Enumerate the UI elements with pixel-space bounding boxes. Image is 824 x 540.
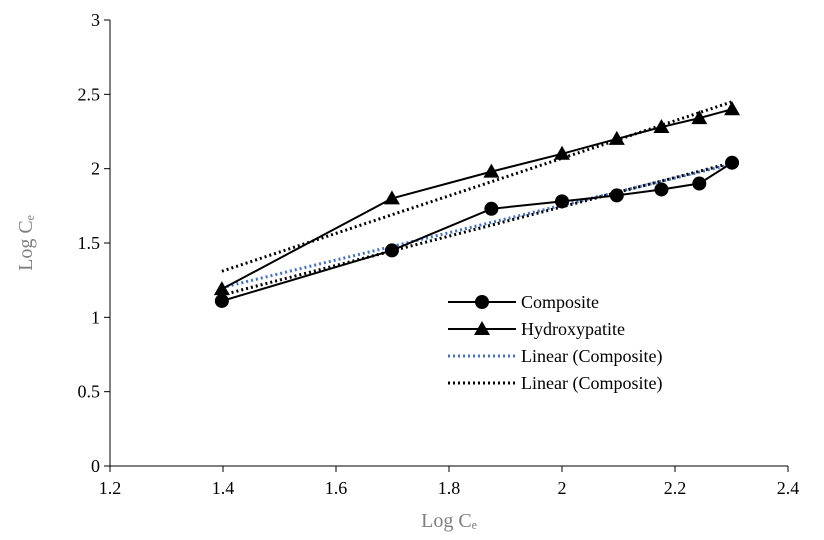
y-axis-title: Log Cₑ — [15, 215, 37, 271]
y-tick-label: 1.5 — [78, 233, 101, 253]
legend: Composite Hydroxypatite Linear (Composit… — [448, 292, 662, 394]
plot-area — [109, 20, 788, 467]
x-tick-label: 2 — [558, 478, 567, 498]
x-axis-title: Log Cₑ — [421, 510, 477, 532]
legend-hydroxypatite-marker — [474, 321, 490, 335]
legend-composite-marker — [475, 295, 489, 309]
legend-linear-composite-blue-label: Linear (Composite) — [521, 346, 662, 367]
composite-point — [214, 293, 229, 308]
hydroxypatite-point — [383, 190, 400, 205]
trendline — [221, 162, 733, 290]
x-tick-label: 1.6 — [325, 478, 348, 498]
legend-linear-composite-black-label: Linear (Composite) — [521, 373, 662, 394]
hydroxypatite-point — [653, 119, 670, 134]
y-tick-label: 0 — [91, 456, 100, 476]
hydroxypatite-point — [608, 130, 625, 145]
hydroxypatite-point — [554, 145, 570, 160]
x-tick-label: 1.2 — [99, 478, 122, 498]
hydroxypatite-point — [483, 163, 500, 178]
x-tick-label: 1.8 — [438, 478, 461, 498]
composite-point — [484, 201, 499, 216]
hydroxypatite-point — [213, 281, 230, 296]
composite-point — [654, 182, 669, 197]
legend-composite-label: Composite — [521, 292, 599, 312]
composite-point — [555, 194, 569, 209]
hydroxypatite-point — [691, 110, 708, 125]
trendline — [221, 161, 733, 297]
y-tick-label: 2.5 — [78, 84, 101, 104]
legend-hydroxypatite-label: Hydroxypatite — [521, 319, 625, 339]
hydroxypatite-point — [724, 101, 741, 116]
x-tick-label: 1.4 — [212, 478, 235, 498]
x-tick-label: 2.4 — [777, 478, 800, 498]
x-tick-label: 2.2 — [664, 478, 687, 498]
y-tick-labels: 0 0.5 1 1.5 2 2.5 3 — [78, 10, 110, 476]
data-series — [213, 101, 741, 308]
y-tick-label: 0.5 — [78, 382, 101, 402]
y-tick-label: 1 — [91, 307, 100, 327]
composite-point — [725, 155, 740, 170]
y-tick-label: 2 — [91, 159, 100, 179]
composite-point — [384, 243, 399, 258]
composite-point — [609, 188, 624, 203]
x-tick-labels: 1.2 1.4 1.6 1.8 2 2.2 2.4 — [99, 466, 800, 498]
composite-point — [692, 176, 707, 191]
hydroxypatite-series-line — [221, 108, 733, 290]
y-tick-label: 3 — [91, 10, 100, 30]
